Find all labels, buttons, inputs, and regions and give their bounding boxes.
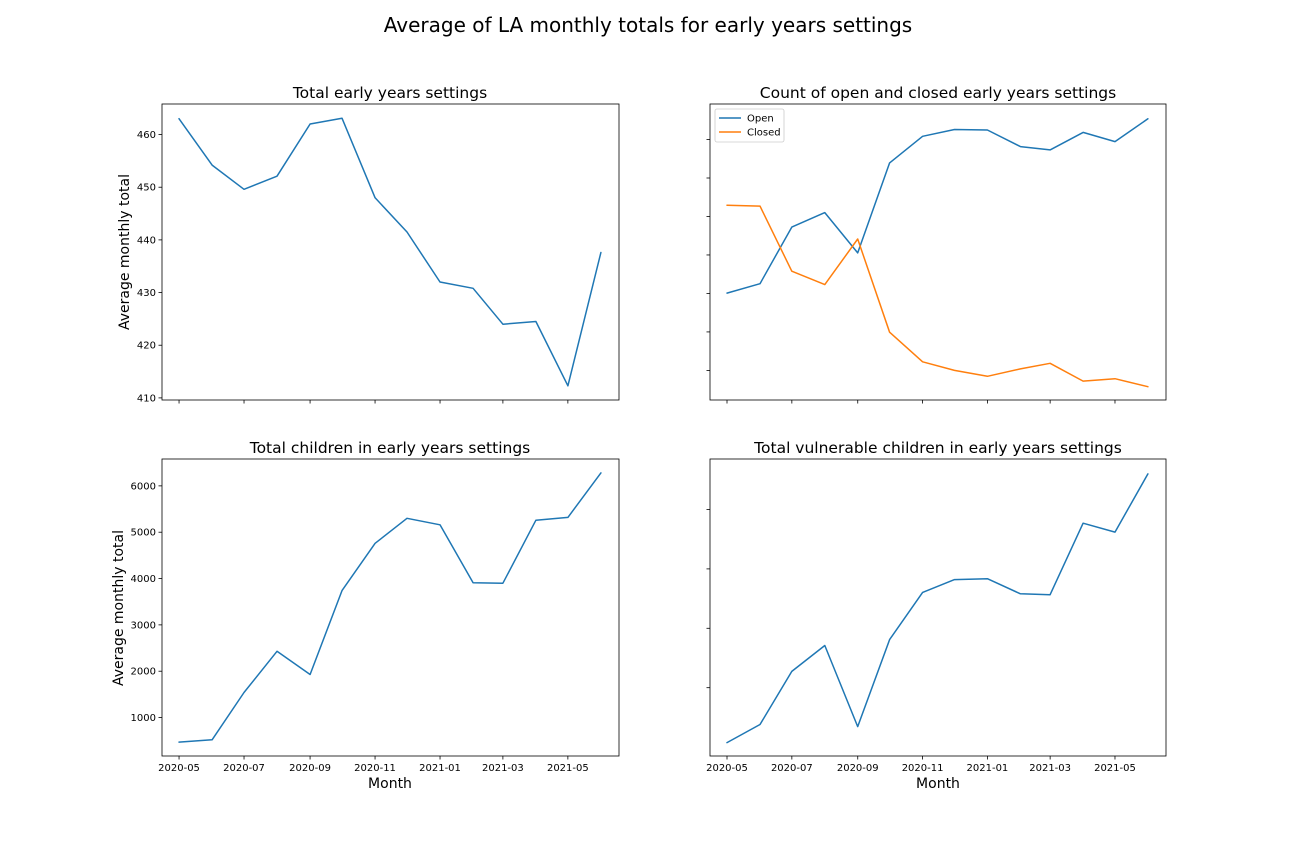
panel-total-children-title: Total children in early years settings: [249, 439, 531, 457]
xtick-label-4: 2021-01: [419, 763, 461, 774]
xtick-label-1: 2020-07: [771, 763, 813, 774]
xtick-label-2: 2020-09: [289, 763, 331, 774]
panel-total-children-ylabel: Average monthly total: [111, 530, 127, 686]
xtick-label-4: 2021-01: [967, 763, 1009, 774]
panel-total-settings: Total early years settings Average month…: [117, 84, 620, 404]
panel-total-settings-ticks: 410 420 430 440 450 460: [137, 130, 569, 404]
panel-total-settings-lines: [178, 117, 602, 387]
panel-total-children-xlabel: Month: [368, 776, 412, 792]
xtick-label-2: 2020-09: [837, 763, 879, 774]
ytick-label-0: 410: [137, 393, 156, 404]
panel-open-closed: Count of open and closed early years set…: [706, 84, 1167, 404]
panel-total-children-ticks: 2020-05 2020-07 2020-09 2020-11 2021-01 2021-…: [131, 481, 589, 774]
ytick-label-2: 3000: [131, 620, 156, 631]
panel-total-children-lines: [178, 472, 602, 743]
xtick-label-3: 2020-11: [354, 763, 396, 774]
panel-total-children: Total children in early years settings A…: [111, 439, 620, 792]
ytick-label-0: 1000: [131, 713, 156, 724]
series-line-0: [178, 472, 602, 743]
ytick-label-4: 450: [137, 183, 156, 194]
series-line-0: [726, 473, 1149, 744]
ytick-label-1: 420: [137, 341, 156, 352]
panel-total-settings-ylabel: Average monthly total: [117, 174, 133, 330]
panel-open-closed-lines: [726, 118, 1149, 388]
xtick-label-5: 2021-03: [482, 763, 524, 774]
figure-title: Average of LA monthly totals for early y…: [384, 13, 912, 37]
series-line-0: [178, 117, 602, 387]
panel-vulnerable-children: Total vulnerable children in early years…: [706, 439, 1167, 792]
series-line-open: [726, 118, 1149, 294]
ytick-label-3: 440: [137, 235, 156, 246]
panel-vulnerable-children-frame: [709, 458, 1167, 757]
panel-vulnerable-children-title: Total vulnerable children in early years…: [753, 439, 1122, 457]
legend-label-closed: Closed: [747, 128, 781, 139]
panel-open-closed-ticks: [706, 139, 1116, 404]
panel-total-settings-frame: [161, 103, 620, 401]
legend: Open Closed: [714, 108, 785, 143]
xtick-label-6: 2021-05: [547, 763, 589, 774]
xtick-label-3: 2020-11: [902, 763, 944, 774]
xtick-label-0: 2020-05: [706, 763, 748, 774]
panel-vulnerable-children-lines: [726, 473, 1149, 744]
xtick-label-0: 2020-05: [158, 763, 200, 774]
ytick-label-5: 460: [137, 130, 156, 141]
legend-label-open: Open: [747, 114, 774, 125]
series-line-closed: [726, 204, 1149, 388]
ytick-label-5: 6000: [131, 481, 156, 492]
xtick-label-1: 2020-07: [223, 763, 265, 774]
panel-open-closed-frame: [709, 103, 1167, 401]
xtick-label-6: 2021-05: [1094, 763, 1136, 774]
panel-open-closed-title: Count of open and closed early years set…: [760, 84, 1116, 102]
panel-total-settings-title: Total early years settings: [292, 84, 487, 102]
ytick-label-1: 2000: [131, 667, 156, 678]
ytick-label-4: 5000: [131, 528, 156, 539]
ytick-label-2: 430: [137, 288, 156, 299]
xtick-label-5: 2021-03: [1029, 763, 1071, 774]
panel-vulnerable-children-ticks: 2020-05 2020-07 2020-09 2020-11 2021-01 2021-…: [706, 509, 1136, 774]
panel-vulnerable-children-xlabel: Month: [916, 776, 960, 792]
ytick-label-3: 4000: [131, 574, 156, 585]
panel-total-children-frame: [161, 458, 620, 757]
